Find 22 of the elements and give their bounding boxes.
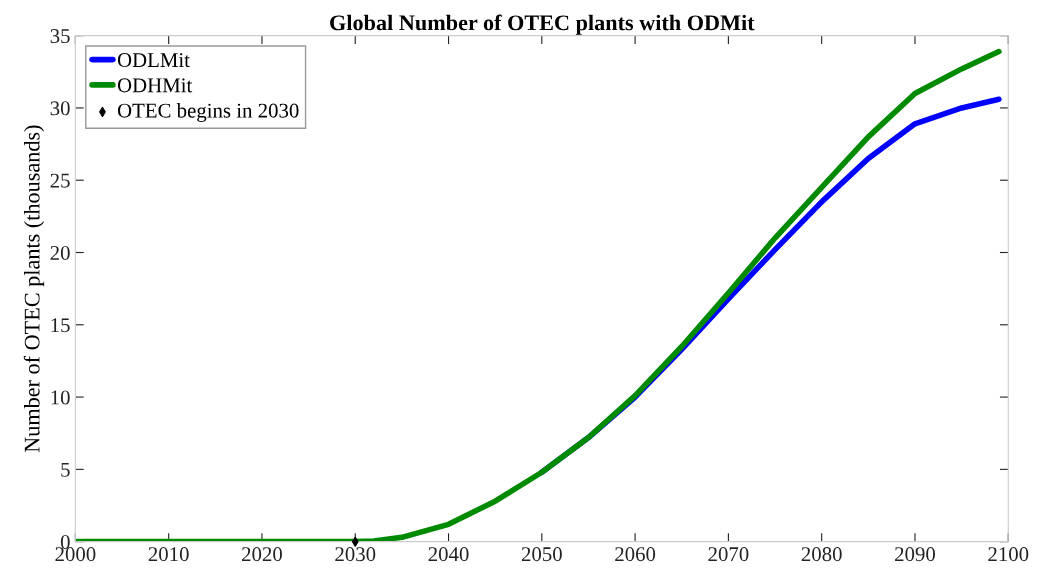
x-tick-label: 2100 (988, 547, 1029, 562)
chart-title: Global Number of OTEC plants with ODMit (330, 14, 755, 35)
y-axis-title: Number of OTEC plants (thousands) (23, 125, 45, 453)
y-tick-label: 35 (50, 29, 70, 44)
y-tick-label: 25 (50, 173, 70, 188)
x-tick-label: 2020 (242, 547, 282, 562)
y-tick-label: 5 (61, 462, 70, 477)
y-tick-label: 15 (51, 318, 70, 333)
x-tick-label: 2070 (708, 547, 749, 562)
x-tick-label: 2010 (148, 547, 189, 562)
x-tick-label: 2030 (335, 547, 376, 562)
y-tick-label: 10 (51, 390, 70, 405)
x-tick-label: 2060 (615, 547, 656, 562)
legend-label: OTEC begins in 2030 (117, 102, 299, 122)
y-tick-label: 30 (50, 101, 70, 116)
y-tick-label: 20 (50, 245, 70, 260)
x-tick-label: 2040 (428, 547, 469, 562)
x-tick-label: 2090 (895, 547, 936, 562)
x-tick-label: 2050 (521, 547, 562, 562)
x-tick-label: 2080 (801, 547, 842, 562)
legend-label: ODHMit (117, 78, 193, 93)
legend-label: ODLMit (117, 53, 190, 68)
